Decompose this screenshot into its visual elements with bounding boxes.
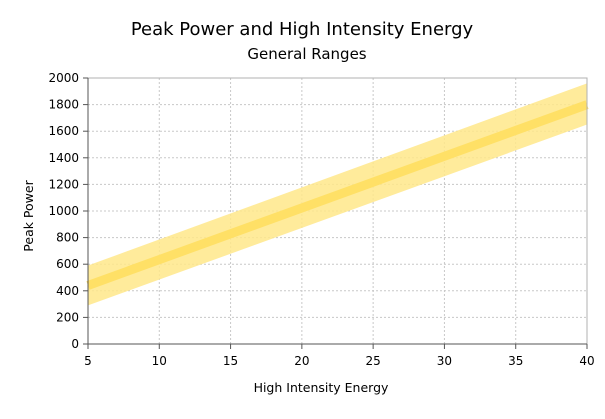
y-tick-label: 600 [56,257,79,271]
tick-label-layer: 0 200 400 600 800 1000 1200 1400 1600 1800 2000 5 10… [48,71,594,368]
x-tick-label: 30 [437,354,452,368]
chart-title: Peak Power and High Intensity Energy [131,19,474,40]
x-tick-label: 25 [366,354,381,368]
y-tick-label: 2000 [48,71,79,85]
x-tick-label: 35 [508,354,523,368]
y-tick-label: 1200 [48,177,79,191]
y-tick-label: 400 [56,284,79,298]
x-tick-label: 10 [152,354,167,368]
y-axis-label: Peak Power [21,179,36,251]
trend-line [86,100,589,290]
x-tick-label: 20 [294,354,309,368]
y-tick-label: 800 [56,231,79,245]
y-tick-label: 1800 [48,98,79,112]
y-tick-label: 1400 [48,151,79,165]
x-axis-label: High Intensity Energy [254,380,389,395]
x-tick-label: 5 [84,354,92,368]
y-tick-label: 200 [56,310,79,324]
plot-frame-layer [83,77,588,349]
y-tick-label: 1600 [48,124,79,138]
y-tick-label: 1000 [48,204,79,218]
y-tick-label: 0 [71,337,79,351]
x-tick-label: 15 [223,354,238,368]
line-layer [86,100,589,290]
chart-subtitle: General Ranges [247,45,366,63]
x-tick-label: 40 [579,354,594,368]
